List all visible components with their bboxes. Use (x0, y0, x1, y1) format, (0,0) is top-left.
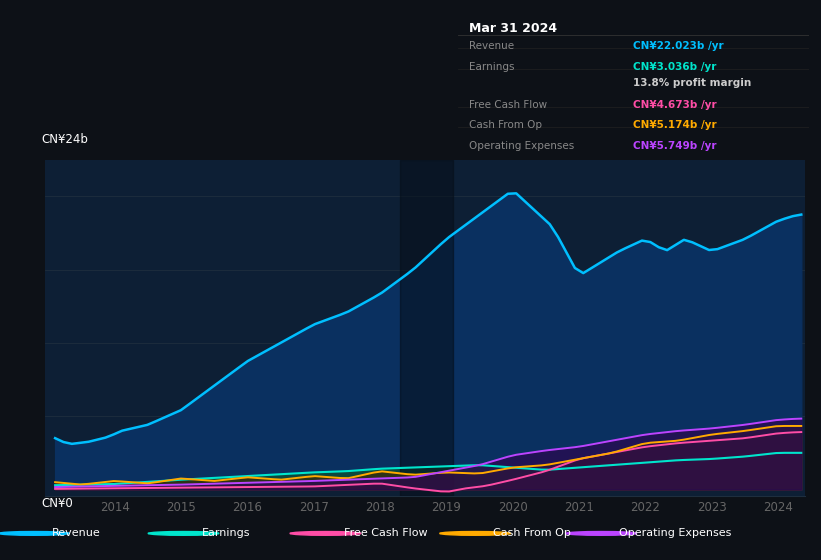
Text: CN¥22.023b /yr: CN¥22.023b /yr (634, 40, 724, 50)
Text: Revenue: Revenue (469, 40, 514, 50)
Text: CN¥5.174b /yr: CN¥5.174b /yr (634, 120, 717, 130)
Text: Free Cash Flow: Free Cash Flow (469, 100, 547, 110)
Text: CN¥24b: CN¥24b (41, 133, 88, 146)
Text: Mar 31 2024: Mar 31 2024 (469, 22, 557, 35)
Text: CN¥5.749b /yr: CN¥5.749b /yr (634, 141, 717, 151)
Text: Operating Expenses: Operating Expenses (619, 529, 732, 538)
Circle shape (290, 531, 361, 535)
Circle shape (440, 531, 511, 535)
Text: Operating Expenses: Operating Expenses (469, 141, 574, 151)
Text: 13.8% profit margin: 13.8% profit margin (634, 78, 752, 88)
Text: CN¥0: CN¥0 (41, 497, 73, 510)
Text: Free Cash Flow: Free Cash Flow (343, 529, 427, 538)
Text: Cash From Op: Cash From Op (469, 120, 542, 130)
Circle shape (0, 531, 69, 535)
Text: Earnings: Earnings (469, 62, 514, 72)
Text: Revenue: Revenue (52, 529, 101, 538)
Text: CN¥3.036b /yr: CN¥3.036b /yr (634, 62, 717, 72)
Circle shape (566, 531, 637, 535)
Text: Cash From Op: Cash From Op (493, 529, 571, 538)
Bar (400, 160, 453, 496)
Text: CN¥4.673b /yr: CN¥4.673b /yr (634, 100, 717, 110)
Text: Earnings: Earnings (202, 529, 250, 538)
Circle shape (148, 531, 219, 535)
